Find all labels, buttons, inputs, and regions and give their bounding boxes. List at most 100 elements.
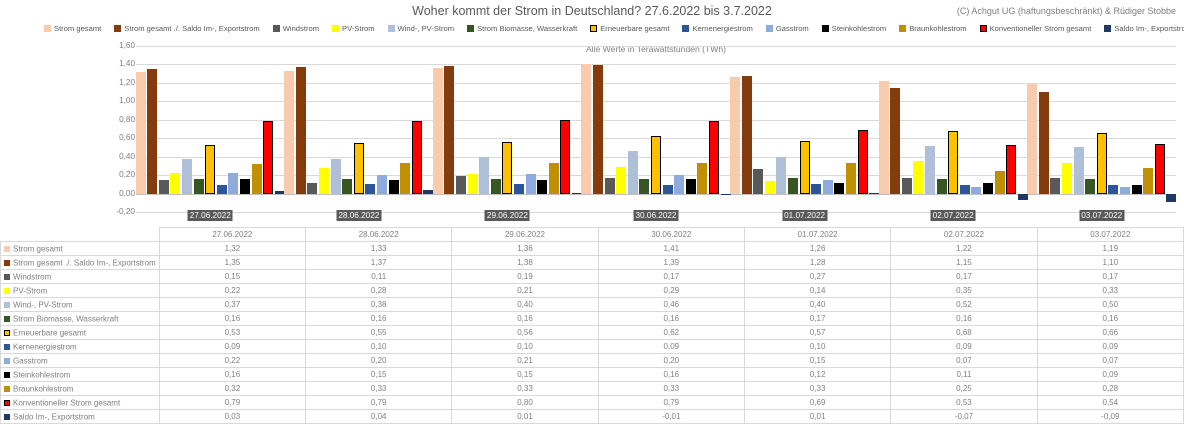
table-cell: 0,22 [158,283,307,298]
chart-plot-area: Alle Werte in Terawattstunden (TWh) 1,60… [116,41,1177,221]
series-swatch-icon [4,259,10,266]
table-cell: 0,16 [890,311,1038,326]
table-cell: 0,15 [451,367,599,382]
table-cell: 1,28 [743,255,892,270]
table-cell: 0,20 [305,353,453,368]
chart-legend: Strom gesamt Strom gesamt ./. Saldo Im-, … [44,22,1184,34]
chart-bar [205,144,216,194]
chart-bar [581,63,592,194]
table-cell: 0,37 [158,297,307,312]
table-cell: 0,56 [451,325,599,340]
chart-bar [1108,185,1119,194]
chart-bar [147,69,158,194]
table-cell: 0,09 [890,339,1038,354]
chart-bar [869,192,880,194]
table-column-header: 29.06.2022 [451,227,599,242]
table-cell: 0,25 [890,381,1038,396]
table-cell: -0,01 [597,409,745,424]
table-column-header: 03.07.2022 [1036,227,1184,242]
legend-label: Strom gesamt [54,23,102,33]
table-cell: 0,79 [305,395,453,410]
series-swatch-icon [4,385,10,392]
chart-bar [158,179,169,194]
table-cell: 0,33 [1036,283,1184,298]
table-cell: 0,55 [305,325,453,340]
chart-bar [432,68,443,194]
chart-bar [924,145,935,194]
gridline [136,46,1176,47]
table-cell: 0,03 [158,409,307,424]
chart-bar [592,65,603,194]
legend-swatch-icon [272,24,280,32]
table-cell: 0,52 [890,297,1038,312]
table-cell: 0,15 [305,367,453,382]
y-axis-tick-label: -0,20 [116,207,135,216]
chart-bar [822,179,833,194]
table-row: Wind-, PV-Strom 0,37 0,38 0,40 0,46 0,40 0,52 0… [0,297,1184,312]
legend-label: Konventioneller Strom gesamt [989,23,1092,33]
legend-item: Strom gesamt [44,24,101,33]
legend-label: Strom Biomasse, Wasserkraft [477,23,578,33]
legend-label: Kernenergiestrom [692,23,753,33]
legend-item: Kernenergiestrom [682,23,753,33]
x-axis-tick-label: 02.07.2022 [930,210,976,221]
chart-bar [228,173,239,194]
legend-swatch-icon [332,24,340,32]
legend-label: Steinkohlestrom [831,23,887,33]
table-cell: 0,21 [451,283,599,298]
series-swatch-icon [4,245,10,252]
chart-bar [514,184,525,194]
table-cell: 0,54 [1036,395,1184,410]
series-swatch-icon [4,287,10,294]
series-swatch-icon [4,273,10,280]
table-row-label-text: Kernenergiestrom [13,342,77,352]
table-row-label: Konventioneller Strom gesamt [0,395,160,410]
chart-bar [753,168,764,194]
table-cell: 0,10 [305,339,453,354]
table-row-label: Braunkohlestrom [0,381,160,396]
gridline [136,193,1176,195]
table-row: Erneuerbare gesamt 0,53 0,55 0,56 0,62 0,57 0,… [0,325,1184,340]
chart-bar [1166,193,1177,202]
copyright-notice: (C) Achgut UG (haftungsbeschränkt) & Rüd… [956,6,1176,16]
x-axis-tick-label: 28.06.2022 [336,210,382,221]
chart-bar [560,119,571,194]
chart-bar [342,178,353,194]
chart-bar [525,174,536,194]
table-column-header: 01.07.2022 [743,227,892,242]
chart-bar [708,120,719,194]
y-axis-tick-label: 0,80 [119,114,135,124]
chart-bar [216,185,227,194]
table-row-label-text: Steinkohlestrom [13,370,71,380]
table-cell: 0,20 [597,353,745,368]
legend-item: Konventioneller Strom gesamt [979,23,1092,33]
gridline [136,82,1176,84]
x-axis-tick-label: 27.06.2022 [187,210,233,221]
bar-group [878,46,1028,212]
table-cell: 0,46 [597,297,745,312]
table-cell: 0,53 [890,395,1038,410]
table-column-header: 27.06.2022 [158,227,307,242]
chart-bar [307,183,318,194]
chart-bar [251,164,262,194]
table-row: Windstrom 0,15 0,11 0,19 0,17 0,27 0,17 0,17 [0,269,1184,284]
legend-item: Strom Biomasse, Wasserkraft [467,24,577,33]
gridline [136,101,1176,103]
table-cell: 0,09 [1036,367,1184,382]
table-row-label-text: PV-Strom [13,286,48,296]
legend-label: Gasstrom [775,23,809,33]
table-cell: 0,16 [451,311,599,326]
series-swatch-icon [4,371,10,378]
chart-bar [295,67,306,194]
table-cell: 1,37 [305,255,453,270]
chart-bar [994,170,1005,194]
chart-bar [787,177,798,194]
table-row: PV-Strom 0,22 0,28 0,21 0,29 0,14 0,35 0,33 [0,283,1184,298]
table-cell: 0,50 [1036,297,1184,312]
chart-bar [377,175,388,194]
chart-bar [799,141,810,194]
legend-swatch-icon [1104,24,1112,32]
chart-bar [135,71,146,194]
x-axis-tick-label: 30.06.2022 [633,210,679,221]
legend-item: Erneuerbare gesamt [590,24,669,33]
